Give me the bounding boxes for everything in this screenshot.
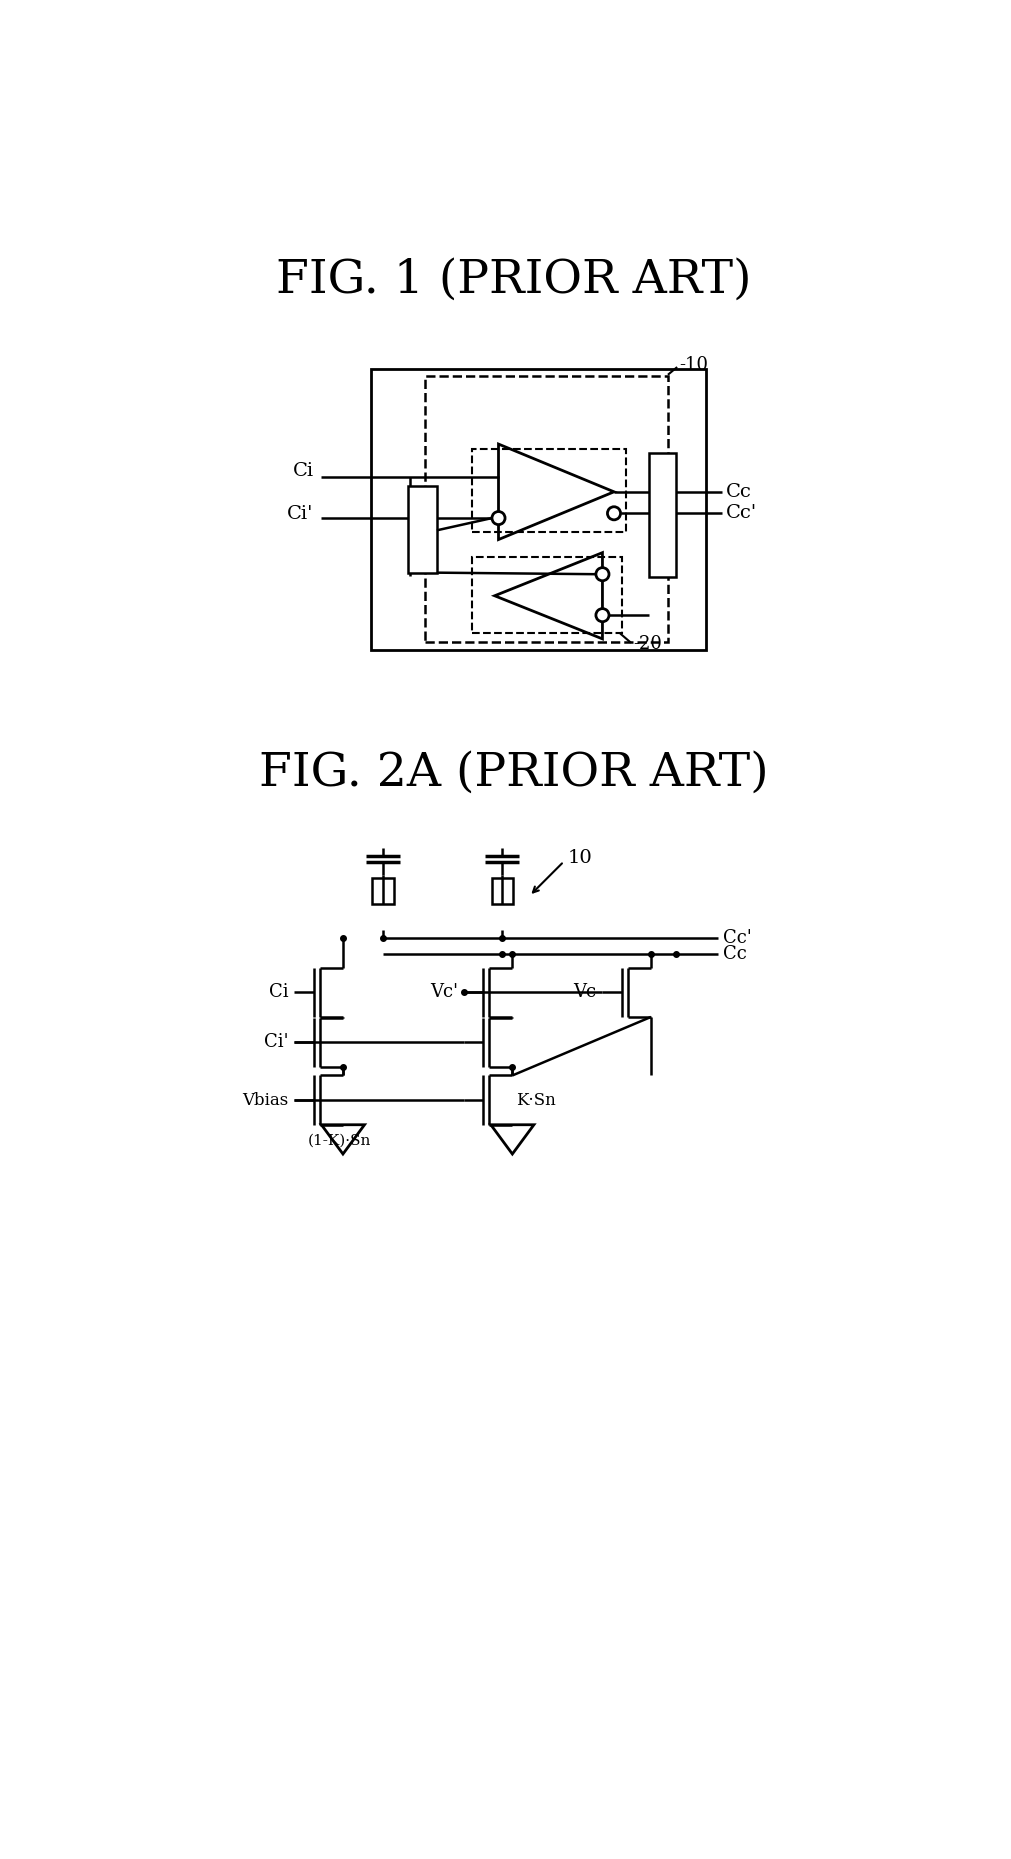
Text: -20: -20 xyxy=(633,636,662,653)
Bar xyxy=(372,877,393,903)
Text: Cc: Cc xyxy=(726,483,751,500)
Text: K·Sn: K·Sn xyxy=(517,1091,556,1108)
Text: 10: 10 xyxy=(568,848,592,866)
Bar xyxy=(371,368,707,649)
Text: Vbias: Vbias xyxy=(242,1091,288,1108)
Text: FIG. 2A (PRIOR ART): FIG. 2A (PRIOR ART) xyxy=(259,751,768,796)
Bar xyxy=(491,877,514,903)
Text: Ci: Ci xyxy=(292,463,313,480)
Circle shape xyxy=(595,608,609,621)
Text: Ci': Ci' xyxy=(264,1034,288,1052)
Text: Ci': Ci' xyxy=(287,506,313,522)
Text: Cc': Cc' xyxy=(723,930,752,948)
Text: Cc': Cc' xyxy=(726,504,757,522)
Bar xyxy=(649,454,675,576)
Text: (1-K)·Sn: (1-K)·Sn xyxy=(307,1134,371,1149)
Text: FIG. 1 (PRIOR ART): FIG. 1 (PRIOR ART) xyxy=(276,257,751,303)
Text: Ci: Ci xyxy=(269,983,288,1002)
Bar xyxy=(426,376,668,641)
Text: Vc: Vc xyxy=(573,983,596,1002)
Circle shape xyxy=(595,567,609,580)
Circle shape xyxy=(492,511,506,524)
Bar xyxy=(407,487,437,573)
Text: Vc': Vc' xyxy=(430,983,458,1002)
Text: -10: -10 xyxy=(679,355,709,374)
Bar xyxy=(471,448,626,532)
Circle shape xyxy=(608,508,621,521)
Text: Cc: Cc xyxy=(723,944,747,963)
Bar xyxy=(471,558,622,632)
